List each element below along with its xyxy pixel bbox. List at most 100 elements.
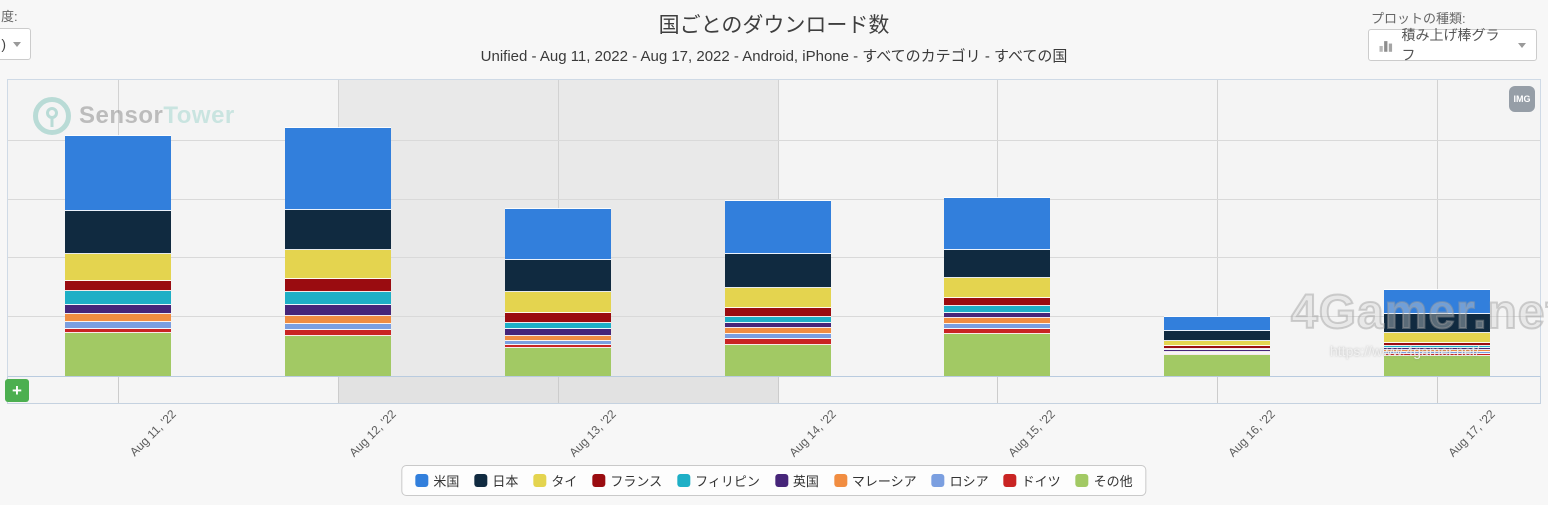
- bar-segment-英国[interactable]: [944, 313, 1050, 318]
- legend-item-その他[interactable]: その他: [1075, 471, 1133, 490]
- x-axis-label: Aug 16, '22: [1225, 407, 1278, 460]
- bar-segment-米国[interactable]: [1384, 290, 1490, 314]
- bar-segment-その他[interactable]: [285, 336, 391, 376]
- plot-type-dropdown[interactable]: 積み上げ棒グラフ: [1368, 27, 1537, 63]
- stacked-bar-Aug-13-22[interactable]: [505, 209, 611, 376]
- bar-segment-日本[interactable]: [1384, 314, 1490, 333]
- bar-segment-フランス[interactable]: [65, 281, 171, 291]
- bar-segment-日本[interactable]: [505, 260, 611, 292]
- bar-segment-フランス[interactable]: [285, 279, 391, 292]
- bar-segment-マレーシア[interactable]: [944, 318, 1050, 324]
- bar-segment-タイ[interactable]: [1164, 341, 1270, 346]
- bar-segment-フィリピン[interactable]: [1384, 346, 1490, 348]
- bar-segment-日本[interactable]: [725, 254, 831, 288]
- bar-segment-英国[interactable]: [65, 305, 171, 314]
- bar-segment-タイ[interactable]: [1384, 333, 1490, 343]
- stacked-bar-chart-icon: [1379, 41, 1393, 52]
- bar-segment-フランス[interactable]: [944, 298, 1050, 306]
- bar-segment-その他[interactable]: [725, 345, 831, 376]
- bar-segment-ロシア[interactable]: [505, 341, 611, 345]
- bar-segment-米国[interactable]: [725, 201, 831, 254]
- bar-segment-英国[interactable]: [1164, 350, 1270, 352]
- bar-segment-ロシア[interactable]: [944, 324, 1050, 329]
- horizontal-gridline: [8, 140, 1540, 141]
- bar-segment-ロシア[interactable]: [285, 324, 391, 330]
- bar-segment-タイ[interactable]: [725, 288, 831, 308]
- bar-segment-マレーシア[interactable]: [1384, 350, 1490, 352]
- legend-item-米国[interactable]: 米国: [415, 471, 459, 490]
- bar-segment-フィリピン[interactable]: [944, 306, 1050, 313]
- bar-segment-ドイツ[interactable]: [725, 339, 831, 345]
- bar-segment-英国[interactable]: [725, 323, 831, 328]
- stacked-bar-Aug-15-22[interactable]: [944, 198, 1050, 376]
- bar-segment-ロシア[interactable]: [725, 334, 831, 339]
- bar-segment-英国[interactable]: [285, 305, 391, 316]
- bar-segment-フィリピン[interactable]: [725, 317, 831, 323]
- bar-segment-その他[interactable]: [1384, 356, 1490, 376]
- bar-segment-フィリピン[interactable]: [505, 323, 611, 329]
- legend-swatch: [474, 474, 488, 487]
- bar-segment-米国[interactable]: [65, 136, 171, 211]
- bar-segment-日本[interactable]: [285, 210, 391, 250]
- bar-segment-日本[interactable]: [1164, 331, 1270, 341]
- bar-segment-マレーシア[interactable]: [505, 336, 611, 341]
- bar-segment-日本[interactable]: [65, 211, 171, 254]
- bar-segment-その他[interactable]: [65, 333, 171, 376]
- bar-segment-マレーシア[interactable]: [285, 316, 391, 324]
- stacked-bar-Aug-17-22[interactable]: [1384, 290, 1490, 376]
- range-navigator[interactable]: [7, 377, 1541, 404]
- bar-segment-タイ[interactable]: [944, 278, 1050, 298]
- add-button[interactable]: +: [5, 379, 29, 402]
- bar-segment-米国[interactable]: [505, 209, 611, 260]
- legend-item-日本[interactable]: 日本: [474, 471, 518, 490]
- navigator-separator: [778, 377, 779, 403]
- bar-segment-ドイツ[interactable]: [505, 345, 611, 348]
- stacked-bar-Aug-14-22[interactable]: [725, 201, 831, 376]
- img-badge: IMG: [1509, 86, 1535, 112]
- bar-segment-ロシア[interactable]: [65, 322, 171, 329]
- bar-segment-英国[interactable]: [505, 329, 611, 336]
- bar-segment-フランス[interactable]: [505, 313, 611, 323]
- bar-segment-米国[interactable]: [285, 128, 391, 210]
- bar-segment-ロシア[interactable]: [1164, 353, 1270, 354]
- bar-segment-マレーシア[interactable]: [65, 314, 171, 322]
- bar-segment-米国[interactable]: [944, 198, 1050, 250]
- legend-swatch: [1003, 474, 1017, 487]
- bar-segment-英国[interactable]: [1384, 348, 1490, 350]
- legend-item-フィリピン[interactable]: フィリピン: [677, 471, 760, 490]
- bar-segment-ドイツ[interactable]: [944, 329, 1050, 334]
- bar-segment-タイ[interactable]: [505, 292, 611, 313]
- bar-segment-ドイツ[interactable]: [285, 330, 391, 336]
- bar-segment-フィリピン[interactable]: [1164, 349, 1270, 350]
- chevron-down-icon: [1518, 42, 1526, 48]
- bar-segment-フランス[interactable]: [1164, 346, 1270, 349]
- stacked-bar-Aug-12-22[interactable]: [285, 128, 391, 376]
- bar-segment-タイ[interactable]: [65, 254, 171, 281]
- stacked-bar-Aug-16-22[interactable]: [1164, 317, 1270, 376]
- legend-item-ロシア[interactable]: ロシア: [931, 471, 989, 490]
- bar-segment-ドイツ[interactable]: [1164, 354, 1270, 355]
- bar-segment-その他[interactable]: [505, 348, 611, 376]
- bar-segment-フランス[interactable]: [1384, 343, 1490, 346]
- bar-segment-ドイツ[interactable]: [1384, 354, 1490, 356]
- stacked-bar-Aug-11-22[interactable]: [65, 136, 171, 376]
- bar-segment-フィリピン[interactable]: [285, 292, 391, 305]
- legend-item-フランス[interactable]: フランス: [592, 471, 662, 490]
- bar-segment-ドイツ[interactable]: [65, 329, 171, 333]
- navigator-separator: [997, 377, 998, 403]
- legend-item-マレーシア[interactable]: マレーシア: [833, 471, 917, 490]
- bar-segment-マレーシア[interactable]: [1164, 352, 1270, 353]
- bar-segment-その他[interactable]: [944, 334, 1050, 376]
- legend-item-タイ[interactable]: タイ: [533, 471, 577, 490]
- bar-segment-マレーシア[interactable]: [725, 328, 831, 334]
- bar-segment-フランス[interactable]: [725, 308, 831, 317]
- legend-item-英国[interactable]: 英国: [774, 471, 819, 490]
- granularity-dropdown[interactable]: ): [0, 28, 31, 60]
- bar-segment-米国[interactable]: [1164, 317, 1270, 331]
- legend-item-ドイツ[interactable]: ドイツ: [1003, 471, 1061, 490]
- bar-segment-ロシア[interactable]: [1384, 352, 1490, 354]
- bar-segment-タイ[interactable]: [285, 250, 391, 279]
- bar-segment-その他[interactable]: [1164, 355, 1270, 376]
- bar-segment-日本[interactable]: [944, 250, 1050, 278]
- bar-segment-フィリピン[interactable]: [65, 291, 171, 305]
